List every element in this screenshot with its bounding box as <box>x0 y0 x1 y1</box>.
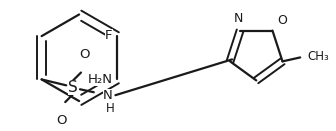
Text: O: O <box>278 14 287 27</box>
Text: H: H <box>106 102 115 115</box>
Text: N: N <box>103 89 113 102</box>
Text: CH₃: CH₃ <box>307 50 329 63</box>
Text: O: O <box>80 48 90 61</box>
Text: S: S <box>68 80 78 95</box>
Text: H₂N: H₂N <box>88 73 113 86</box>
Text: N: N <box>234 12 243 25</box>
Text: F: F <box>105 29 113 42</box>
Text: O: O <box>56 114 67 127</box>
